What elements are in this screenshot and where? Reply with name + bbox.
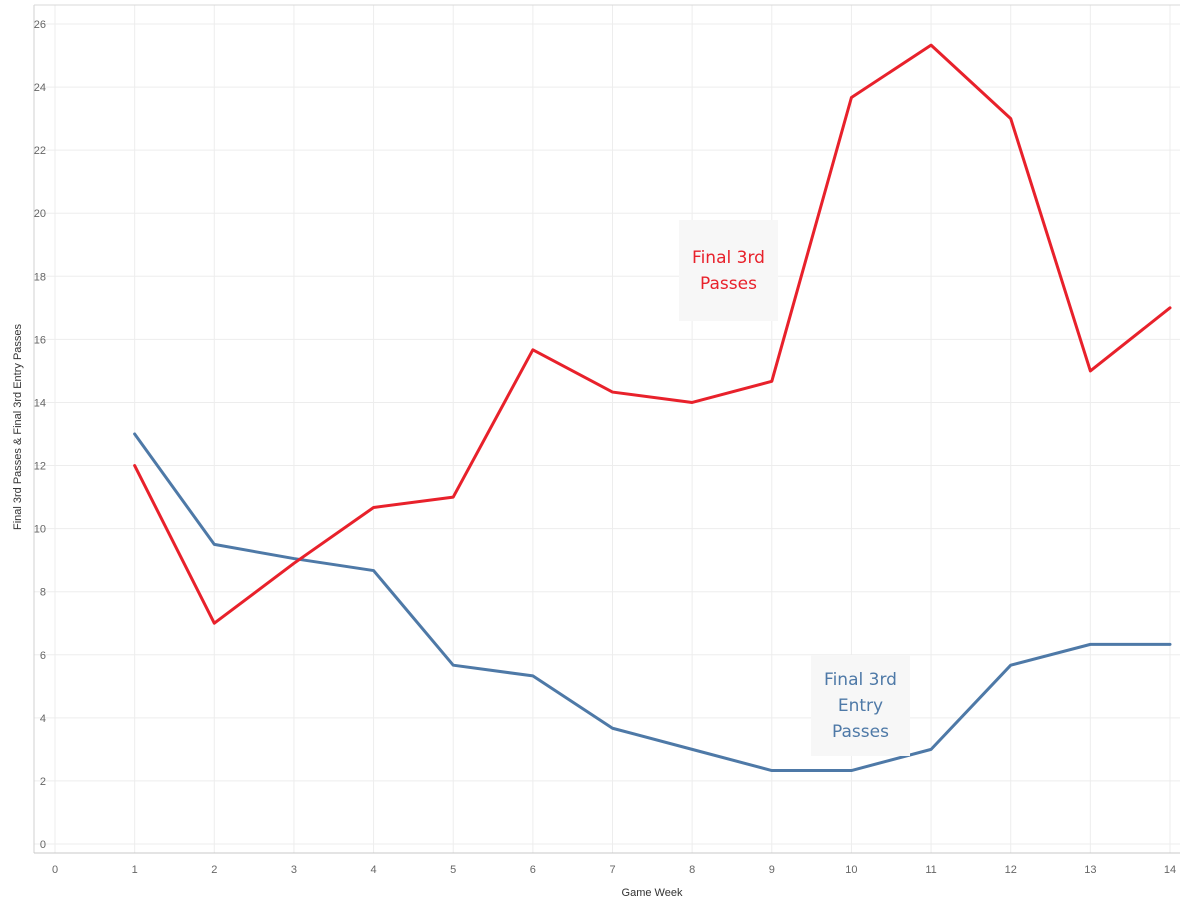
x-tick-label: 12 [1005,864,1017,876]
y-tick-label: 20 [34,208,46,220]
series-lines [133,43,1172,773]
gridlines [34,5,1180,853]
y-tick-label: 2 [40,776,46,788]
annotation-final-3rd-entry-passes: Final 3rd Entry Passes [811,655,910,756]
x-tick-label: 1 [132,864,138,876]
x-axis-title: Game Week [622,887,683,899]
x-tick-label: 3 [291,864,297,876]
y-tick-label: 14 [34,397,46,409]
y-tick-label: 8 [40,587,46,599]
tick-labels: 0 1 2 3 4 5 6 7 8 9 10 11 12 13 1402468101214161820222… [34,19,1176,876]
x-tick-label: 11 [925,864,936,876]
y-tick-label: 18 [34,271,46,283]
series-line-final-3rd-passes [133,43,1172,625]
x-tick-label: 4 [371,864,377,876]
x-tick-label: 14 [1164,864,1176,876]
x-tick-label: 5 [450,864,456,876]
y-tick-label: 0 [40,839,46,851]
x-tick-label: 10 [845,864,857,876]
annotation-label: Final 3rd Passes [692,247,765,294]
annotation-final-3rd-passes: Final 3rd Passes [679,220,778,321]
x-tick-label: 8 [689,864,695,876]
annotation-label: Final 3rd Entry Passes [824,669,897,742]
axes [33,4,1180,854]
x-tick-label: 6 [530,864,536,876]
series-line-final-3rd-entry-passes [133,432,1172,773]
x-tick-label: 0 [52,864,58,876]
y-tick-label: 4 [40,713,46,725]
x-tick-label: 13 [1084,864,1096,876]
y-tick-label: 16 [34,334,46,346]
y-tick-label: 24 [34,82,46,94]
x-tick-label: 9 [769,864,775,876]
x-tick-label: 2 [211,864,217,876]
y-tick-label: 22 [34,145,46,157]
x-tick-label: 7 [609,864,615,876]
y-tick-label: 10 [34,524,46,536]
y-tick-label: 12 [34,461,46,473]
y-axis-title: Final 3rd Passes & Final 3rd Entry Passe… [12,323,24,530]
y-tick-label: 26 [34,19,46,31]
y-tick-label: 6 [40,650,46,662]
